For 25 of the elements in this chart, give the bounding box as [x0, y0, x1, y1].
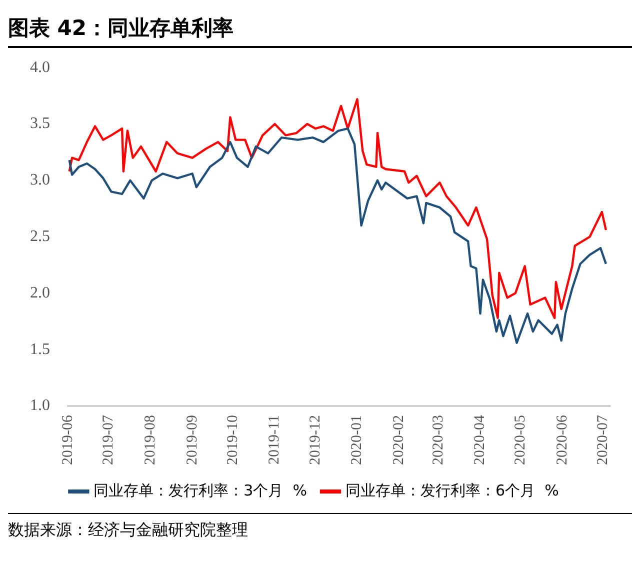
x-tick-label: 2020-02 [391, 415, 408, 466]
x-tick-label: 2019-11 [266, 415, 283, 464]
x-tick-label: 2019-12 [307, 415, 324, 466]
x-tick-label: 2019-10 [224, 415, 241, 466]
x-tick-label: 2020-05 [512, 415, 529, 466]
x-tick-label: 2019-06 [60, 414, 76, 466]
y-tick-label: 3.5 [30, 115, 50, 132]
x-tick-label: 2020-07 [595, 414, 612, 466]
y-tick-label: 4.0 [30, 58, 50, 76]
y-tick-label: 2.0 [30, 284, 50, 302]
x-tick-label: 2020-01 [349, 415, 366, 466]
legend-label: 同业存单：发行利率：6个月 % [346, 481, 559, 500]
x-tick-label: 2020-04 [472, 414, 488, 466]
x-tick-label: 2020-03 [430, 415, 446, 466]
x-tick-label: 2019-08 [142, 415, 158, 466]
y-tick-label: 1.5 [30, 340, 50, 358]
x-tick-label: 2019-07 [100, 414, 116, 466]
y-tick-label: 2.5 [30, 228, 50, 246]
x-tick-label: 2020-06 [554, 414, 571, 466]
legend-label: 同业存单：发行利率：3个月 % [94, 481, 308, 500]
y-tick-label: 3.0 [30, 172, 50, 189]
x-tick-label: 2019-09 [184, 415, 200, 466]
y-tick-label: 1.0 [30, 397, 50, 414]
chart-title: 图表 42：同业存单利率 [8, 14, 632, 48]
source-note: 数据来源：经济与金融研究院整理 [8, 513, 632, 541]
